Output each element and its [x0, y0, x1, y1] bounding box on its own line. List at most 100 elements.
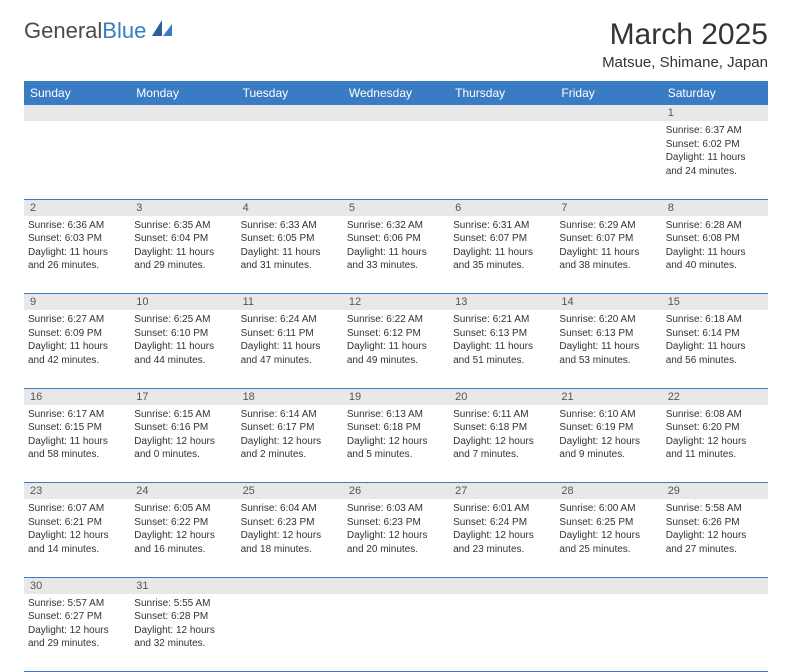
day-number-cell: 14	[555, 294, 661, 311]
location: Matsue, Shimane, Japan	[602, 54, 768, 71]
day-details: Sunrise: 6:25 AMSunset: 6:10 PMDaylight:…	[134, 313, 232, 367]
day-detail-cell: Sunrise: 6:33 AMSunset: 6:05 PMDaylight:…	[237, 216, 343, 294]
day-detail-cell: Sunrise: 6:13 AMSunset: 6:18 PMDaylight:…	[343, 405, 449, 483]
day-detail-cell	[130, 121, 236, 199]
day-number: 1	[668, 107, 674, 119]
day-number-cell: 3	[130, 199, 236, 216]
day-details: Sunrise: 6:01 AMSunset: 6:24 PMDaylight:…	[453, 502, 551, 556]
day-details: Sunrise: 6:31 AMSunset: 6:07 PMDaylight:…	[453, 219, 551, 273]
day-details: Sunrise: 6:17 AMSunset: 6:15 PMDaylight:…	[28, 408, 126, 462]
day-detail-cell: Sunrise: 6:22 AMSunset: 6:12 PMDaylight:…	[343, 310, 449, 388]
day-number: 26	[349, 485, 361, 497]
day-detail-row: Sunrise: 6:07 AMSunset: 6:21 PMDaylight:…	[24, 499, 768, 577]
day-number: 6	[455, 202, 461, 214]
day-number-cell	[449, 105, 555, 121]
day-detail-cell: Sunrise: 6:24 AMSunset: 6:11 PMDaylight:…	[237, 310, 343, 388]
logo-text-general: General	[24, 18, 102, 44]
day-detail-cell	[237, 121, 343, 199]
day-detail-cell	[237, 594, 343, 672]
day-number-row: 23242526272829	[24, 483, 768, 500]
day-details: Sunrise: 6:00 AMSunset: 6:25 PMDaylight:…	[559, 502, 657, 556]
weekday-header: Monday	[130, 81, 236, 105]
day-number-cell: 5	[343, 199, 449, 216]
weekday-header-row: SundayMondayTuesdayWednesdayThursdayFrid…	[24, 81, 768, 105]
day-number-cell: 31	[130, 577, 236, 594]
day-detail-cell: Sunrise: 6:08 AMSunset: 6:20 PMDaylight:…	[662, 405, 768, 483]
title-block: March 2025 Matsue, Shimane, Japan	[602, 18, 768, 71]
calendar-body: 1 Sunrise: 6:37 AMSunset: 6:02 PMDaylight…	[24, 105, 768, 672]
day-details: Sunrise: 6:14 AMSunset: 6:17 PMDaylight:…	[241, 408, 339, 462]
day-detail-cell	[24, 121, 130, 199]
day-details: Sunrise: 6:27 AMSunset: 6:09 PMDaylight:…	[28, 313, 126, 367]
day-details: Sunrise: 5:55 AMSunset: 6:28 PMDaylight:…	[134, 597, 232, 651]
day-details: Sunrise: 6:13 AMSunset: 6:18 PMDaylight:…	[347, 408, 445, 462]
day-number-cell	[24, 105, 130, 121]
day-detail-row: Sunrise: 6:36 AMSunset: 6:03 PMDaylight:…	[24, 216, 768, 294]
day-number: 7	[561, 202, 567, 214]
day-detail-cell: Sunrise: 6:14 AMSunset: 6:17 PMDaylight:…	[237, 405, 343, 483]
day-number-cell: 25	[237, 483, 343, 500]
day-number: 16	[30, 391, 42, 403]
day-number: 2	[30, 202, 36, 214]
day-number-cell: 19	[343, 388, 449, 405]
sail-icon	[150, 18, 176, 44]
day-number-cell: 17	[130, 388, 236, 405]
day-details: Sunrise: 6:28 AMSunset: 6:08 PMDaylight:…	[666, 219, 764, 273]
day-number-row: 2345678	[24, 199, 768, 216]
day-number: 21	[561, 391, 573, 403]
day-details: Sunrise: 6:35 AMSunset: 6:04 PMDaylight:…	[134, 219, 232, 273]
day-details: Sunrise: 6:24 AMSunset: 6:11 PMDaylight:…	[241, 313, 339, 367]
day-number-cell: 22	[662, 388, 768, 405]
day-number-cell	[130, 105, 236, 121]
day-detail-cell	[662, 594, 768, 672]
day-detail-cell: Sunrise: 6:28 AMSunset: 6:08 PMDaylight:…	[662, 216, 768, 294]
day-number: 5	[349, 202, 355, 214]
day-number-cell	[555, 105, 661, 121]
day-number: 18	[243, 391, 255, 403]
day-number: 24	[136, 485, 148, 497]
day-number: 14	[561, 296, 573, 308]
day-number-cell: 7	[555, 199, 661, 216]
day-details: Sunrise: 6:08 AMSunset: 6:20 PMDaylight:…	[666, 408, 764, 462]
day-number-cell: 24	[130, 483, 236, 500]
logo-text-blue: Blue	[102, 18, 146, 44]
day-number-cell: 18	[237, 388, 343, 405]
day-details: Sunrise: 6:05 AMSunset: 6:22 PMDaylight:…	[134, 502, 232, 556]
day-details: Sunrise: 6:07 AMSunset: 6:21 PMDaylight:…	[28, 502, 126, 556]
day-number: 10	[136, 296, 148, 308]
day-number: 30	[30, 580, 42, 592]
day-number: 27	[455, 485, 467, 497]
day-number: 4	[243, 202, 249, 214]
day-number: 20	[455, 391, 467, 403]
logo: GeneralBlue	[24, 18, 176, 44]
day-details: Sunrise: 6:36 AMSunset: 6:03 PMDaylight:…	[28, 219, 126, 273]
day-detail-cell: Sunrise: 6:29 AMSunset: 6:07 PMDaylight:…	[555, 216, 661, 294]
day-details: Sunrise: 6:18 AMSunset: 6:14 PMDaylight:…	[666, 313, 764, 367]
day-details: Sunrise: 6:22 AMSunset: 6:12 PMDaylight:…	[347, 313, 445, 367]
day-detail-cell	[343, 594, 449, 672]
day-detail-cell: Sunrise: 6:15 AMSunset: 6:16 PMDaylight:…	[130, 405, 236, 483]
day-detail-cell: Sunrise: 6:07 AMSunset: 6:21 PMDaylight:…	[24, 499, 130, 577]
day-number-cell: 26	[343, 483, 449, 500]
calendar-table: SundayMondayTuesdayWednesdayThursdayFrid…	[24, 81, 768, 672]
day-details: Sunrise: 6:20 AMSunset: 6:13 PMDaylight:…	[559, 313, 657, 367]
day-number: 9	[30, 296, 36, 308]
day-number-cell	[237, 105, 343, 121]
day-detail-cell: Sunrise: 6:31 AMSunset: 6:07 PMDaylight:…	[449, 216, 555, 294]
month-title: March 2025	[602, 18, 768, 52]
day-details: Sunrise: 6:21 AMSunset: 6:13 PMDaylight:…	[453, 313, 551, 367]
day-number-cell: 16	[24, 388, 130, 405]
day-detail-cell: Sunrise: 6:05 AMSunset: 6:22 PMDaylight:…	[130, 499, 236, 577]
day-detail-cell: Sunrise: 6:37 AMSunset: 6:02 PMDaylight:…	[662, 121, 768, 199]
day-number-cell: 4	[237, 199, 343, 216]
day-detail-cell: Sunrise: 6:35 AMSunset: 6:04 PMDaylight:…	[130, 216, 236, 294]
weekday-header: Tuesday	[237, 81, 343, 105]
day-number: 29	[668, 485, 680, 497]
day-detail-cell	[555, 121, 661, 199]
day-number-cell: 13	[449, 294, 555, 311]
day-detail-cell	[449, 594, 555, 672]
day-number-cell: 30	[24, 577, 130, 594]
day-number: 28	[561, 485, 573, 497]
day-detail-cell: Sunrise: 6:03 AMSunset: 6:23 PMDaylight:…	[343, 499, 449, 577]
day-number: 19	[349, 391, 361, 403]
